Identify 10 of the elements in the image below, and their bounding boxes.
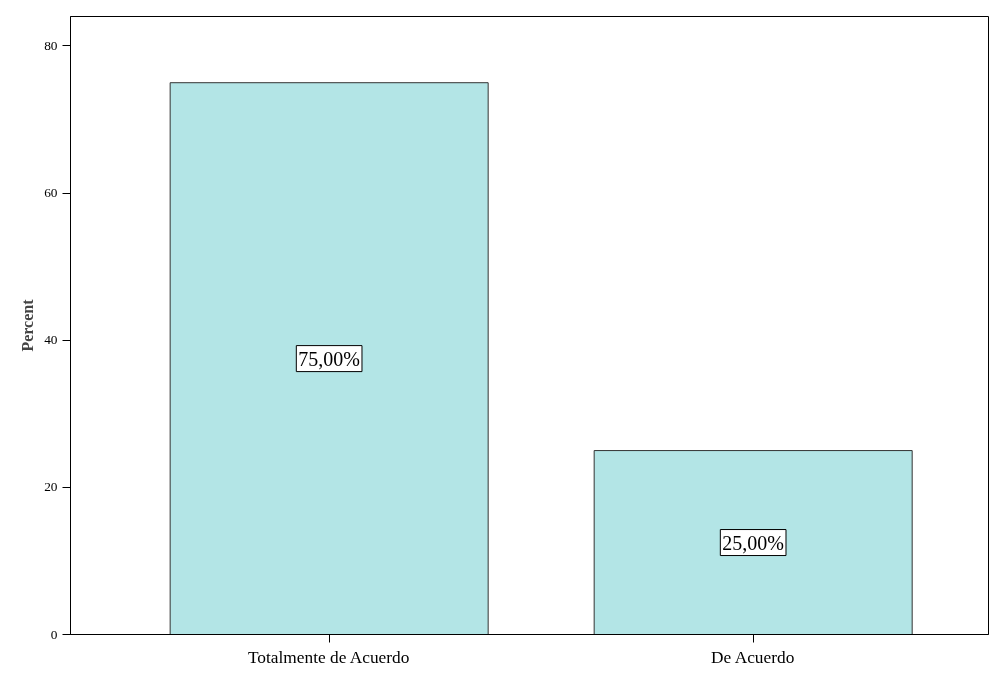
- x-tick-label: Totalmente de Acuerdo: [247, 647, 410, 667]
- y-tick-label: 0: [50, 626, 58, 642]
- data-label: 75,00%: [298, 347, 360, 370]
- y-tick-label: 40: [44, 332, 58, 348]
- y-tick-label: 60: [44, 185, 58, 201]
- y-tick-label: 80: [44, 37, 58, 53]
- data-label: 25,00%: [722, 531, 785, 554]
- x-tick-label: De Acuerdo: [711, 647, 795, 667]
- y-axis-title: Percent: [19, 298, 37, 352]
- y-tick-label: 20: [44, 479, 58, 495]
